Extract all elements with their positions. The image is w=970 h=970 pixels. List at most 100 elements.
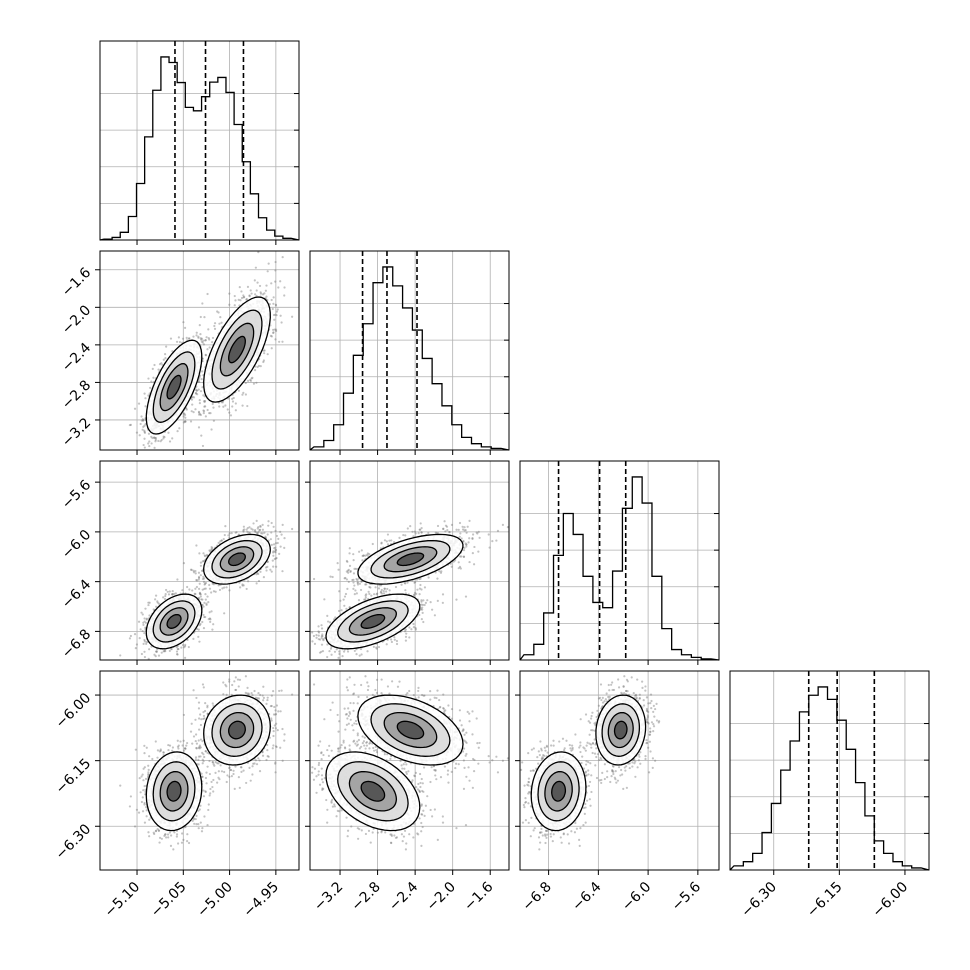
scatter-point [210, 428, 213, 431]
scatter-point [194, 391, 197, 395]
scatter-point [186, 585, 189, 589]
scatter-point [204, 415, 207, 418]
scatter-point [254, 530, 257, 534]
scatter-point [210, 545, 213, 549]
scatter-point [239, 299, 242, 302]
scatter-point [238, 581, 241, 584]
scatter-point [275, 310, 279, 313]
scatter-point [275, 565, 278, 568]
scatter-point [274, 280, 277, 283]
scatter-point [202, 394, 205, 397]
scatter-point [204, 598, 207, 601]
scatter-point [241, 584, 244, 587]
scatter-point [142, 443, 145, 447]
scatter-point [210, 591, 213, 594]
scatter-point [274, 260, 277, 264]
scatter-point [197, 635, 200, 638]
scatter-point [234, 299, 237, 302]
scatter-point [245, 587, 248, 591]
scatter-point [253, 279, 256, 282]
scatter-point [191, 395, 194, 398]
scatter-point [168, 590, 171, 593]
scatter-point [230, 531, 233, 535]
y-tick-label: −1.6 [59, 265, 94, 300]
scatter-point [224, 404, 227, 407]
scatter-point [217, 311, 220, 314]
scatter-point [190, 568, 193, 571]
scatter-point [198, 324, 201, 327]
scatter-point [197, 587, 201, 590]
scatter-point [255, 519, 258, 522]
scatter-point [242, 525, 245, 528]
scatter-point [228, 532, 231, 535]
scatter-point [278, 552, 281, 555]
scatter-point [270, 347, 273, 350]
scatter-point [291, 527, 294, 531]
scatter-point [262, 349, 265, 352]
scatter-point [153, 436, 156, 439]
scatter-point [128, 637, 132, 640]
scatter-point [224, 525, 227, 528]
scatter-point [272, 302, 275, 305]
scatter-point [270, 335, 273, 338]
scatter-point [246, 530, 249, 533]
scatter-point [163, 435, 166, 439]
scatter-point [223, 533, 226, 537]
scatter-point [205, 602, 208, 605]
scatter-point [198, 576, 201, 580]
scatter-point [188, 337, 191, 340]
scatter-point [262, 359, 265, 362]
scatter-point [154, 440, 157, 443]
scatter-point [221, 587, 224, 590]
scatter-point [143, 392, 146, 395]
scatter-point [170, 648, 173, 651]
scatter-point [269, 568, 272, 571]
scatter-point [147, 394, 150, 397]
scatter-point [144, 607, 147, 610]
scatter-point [203, 577, 206, 580]
scatter-point [183, 420, 187, 423]
scatter-point [241, 404, 244, 407]
scatter-point [119, 654, 122, 657]
scatter-point [207, 618, 210, 621]
scatter-point [210, 548, 213, 551]
scatter-point [255, 582, 258, 585]
scatter-point [183, 326, 187, 329]
scatter-point [183, 413, 187, 416]
scatter-point [245, 528, 248, 531]
scatter-point [211, 336, 215, 340]
scatter-point [237, 389, 241, 392]
scatter-point [254, 266, 257, 269]
scatter-point [272, 554, 275, 557]
scatter-point [275, 314, 278, 317]
scatter-point [150, 380, 153, 383]
scatter-point [148, 468, 150, 470]
scatter-point [195, 578, 198, 582]
scatter-point [192, 396, 196, 399]
scatter-point [259, 292, 263, 295]
scatter-point [198, 402, 201, 405]
scatter-point [267, 524, 270, 527]
scatter-point [147, 657, 150, 660]
scatter-point [249, 379, 253, 382]
scatter-point [198, 413, 201, 416]
scatter-point [140, 415, 143, 418]
scatter-point [139, 422, 142, 426]
scatter-point [190, 410, 193, 413]
scatter-point [145, 617, 148, 620]
scatter-point [153, 446, 156, 449]
scatter-point [259, 291, 262, 294]
scatter-point [272, 331, 275, 334]
scatter-point [211, 628, 214, 631]
scatter-point [250, 377, 253, 380]
scatter-point [200, 337, 204, 340]
scatter-point [257, 572, 260, 576]
scatter-point [146, 464, 148, 466]
scatter-point [277, 537, 280, 540]
scatter-point [155, 650, 158, 653]
scatter-point [213, 322, 217, 325]
scatter-point [184, 420, 187, 423]
scatter-point [142, 621, 145, 624]
scatter-point [197, 628, 200, 631]
scatter-point [222, 537, 225, 541]
